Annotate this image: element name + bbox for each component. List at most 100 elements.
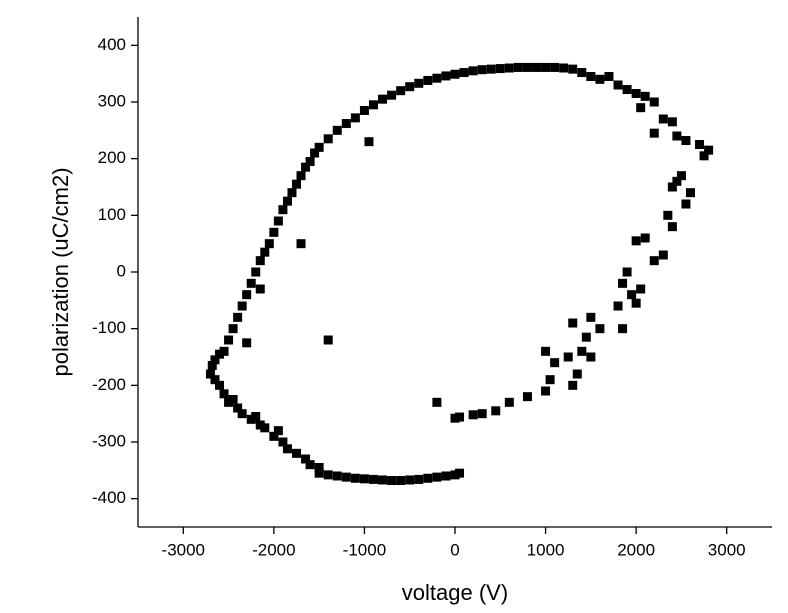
point: [450, 413, 460, 423]
point: [207, 361, 217, 370]
point: [595, 74, 605, 84]
point: [541, 386, 551, 396]
point: [251, 412, 261, 421]
point: [676, 171, 686, 181]
point: [350, 473, 360, 483]
point: [282, 444, 292, 454]
x-tick-label: 2000: [617, 540, 655, 559]
point: [640, 233, 650, 243]
point: [255, 284, 265, 294]
point: [287, 188, 297, 198]
point: [455, 412, 465, 422]
point: [658, 250, 668, 260]
point: [359, 474, 369, 484]
point: [292, 448, 301, 458]
point: [301, 162, 311, 172]
point: [636, 284, 646, 294]
point: [586, 72, 596, 81]
x-axis-title: voltage (V): [402, 580, 508, 605]
point: [233, 403, 243, 413]
point: [314, 468, 324, 478]
point: [595, 324, 605, 334]
x-tick-label: -2000: [252, 540, 295, 559]
point: [522, 62, 532, 72]
point: [513, 62, 523, 72]
point: [432, 397, 442, 407]
point: [282, 196, 292, 206]
point: [296, 171, 306, 181]
point: [296, 239, 306, 249]
point: [237, 301, 247, 311]
point: [450, 470, 460, 480]
point: [455, 468, 465, 478]
point: [495, 64, 505, 74]
point: [260, 247, 270, 257]
point: [387, 90, 397, 100]
point: [441, 71, 451, 81]
point: [640, 91, 650, 101]
point: [323, 470, 333, 480]
point: [246, 414, 256, 424]
point: [504, 397, 514, 407]
point: [577, 346, 587, 356]
point: [618, 278, 628, 288]
point: [242, 338, 252, 348]
point: [269, 431, 279, 441]
point: [699, 151, 709, 161]
point: [613, 80, 623, 90]
point: [368, 100, 378, 110]
point: [310, 148, 320, 158]
point: [468, 66, 478, 76]
point: [364, 137, 374, 147]
point: [405, 82, 415, 92]
point: [672, 131, 682, 141]
point: [368, 474, 378, 484]
point: [568, 380, 578, 390]
point: [210, 355, 220, 365]
point: [423, 473, 433, 483]
point: [219, 346, 229, 356]
point: [572, 369, 582, 379]
x-tick-label: 3000: [708, 540, 746, 559]
point: [260, 423, 270, 433]
point: [577, 68, 587, 78]
point: [350, 113, 360, 123]
point: [278, 205, 288, 215]
point: [550, 62, 560, 72]
point: [387, 476, 397, 486]
point: [378, 475, 388, 485]
point: [613, 301, 623, 311]
point: [681, 136, 691, 146]
y-axis-title: polarization (uC/cm2): [48, 167, 73, 376]
point: [215, 349, 225, 359]
point: [423, 75, 433, 85]
point: [504, 63, 514, 73]
point: [477, 65, 487, 75]
point: [486, 64, 496, 74]
point: [323, 335, 333, 345]
point: [649, 128, 659, 138]
point: [541, 346, 551, 356]
point: [314, 142, 324, 152]
point: [522, 392, 532, 402]
point: [685, 188, 695, 198]
point: [405, 475, 415, 485]
point: [631, 89, 641, 98]
point: [667, 117, 677, 127]
point: [604, 72, 614, 81]
point: [292, 179, 301, 189]
point: [432, 472, 442, 482]
y-tick-label: 400: [98, 35, 126, 54]
point: [545, 375, 555, 385]
point: [273, 426, 283, 436]
point: [323, 134, 333, 144]
point: [301, 454, 311, 464]
point: [278, 437, 288, 447]
point: [581, 332, 591, 342]
point: [237, 409, 247, 419]
point: [224, 335, 234, 345]
point: [242, 290, 252, 300]
point: [550, 358, 560, 368]
point: [631, 298, 641, 308]
